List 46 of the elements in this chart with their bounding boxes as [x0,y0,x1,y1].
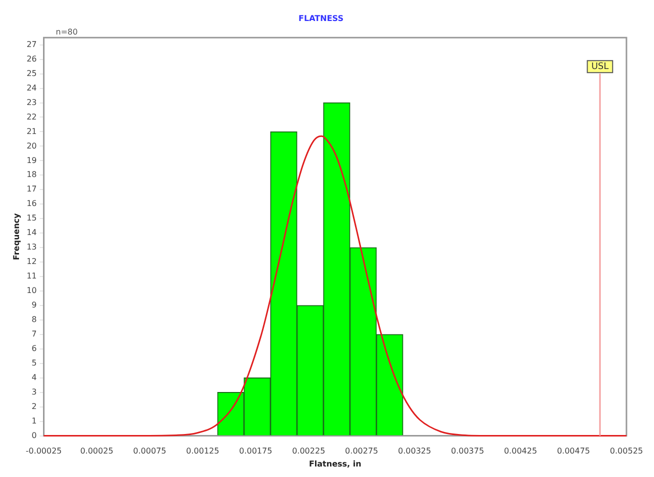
ref-line-label: USL [591,62,609,72]
y-tick-label: 14 [26,228,37,238]
x-tick-label: 0.00075 [133,446,166,456]
x-tick-label: 0.00125 [186,446,220,456]
x-tick-label: -0.00025 [26,446,62,456]
y-tick-label: 2 [32,402,37,411]
x-axis-title: Flatness, in [308,459,362,468]
y-tick-label: 1 [32,416,37,426]
y-tick-label: 4 [32,372,37,382]
y-tick-label: 15 [26,214,37,223]
x-tick-label: 0.00175 [239,446,272,456]
x-tick-label: 0.00225 [292,446,326,456]
y-tick-label: 20 [26,141,37,150]
y-tick-label: 8 [32,315,37,324]
y-tick-label: 13 [26,242,37,252]
x-tick-label: 0.00025 [80,446,114,456]
x-tick-label: 0.00475 [556,446,590,456]
y-tick-label: 12 [26,257,37,266]
y-tick-label: 0 [32,430,37,440]
y-tick-label: 10 [26,286,37,296]
y-tick-label: 21 [26,126,37,136]
y-tick-label: 23 [26,98,37,107]
y-tick-label: 22 [26,112,37,122]
y-tick-label: 25 [26,68,37,78]
x-tick-label: 0.00275 [345,446,378,456]
y-tick-label: 11 [26,272,37,281]
y-tick-label: 5 [32,358,37,368]
y-tick-label: 17 [26,184,37,194]
line-series [43,135,628,437]
y-tick-label: 6 [32,344,37,353]
y-tick-label: 3 [32,387,37,396]
y-tick-label: 9 [32,300,37,310]
y-tick-label: 24 [26,83,37,92]
y-tick-label: 16 [26,199,37,208]
y-tick-label: 7 [32,330,37,339]
text: n=80 [56,28,78,37]
chart-title: FLATNESS [298,14,344,23]
x-tick-label: 0.00325 [398,446,432,456]
y-tick-label: 19 [26,156,37,165]
y-tick-label: 26 [26,54,37,64]
x-tick-label: 0.00375 [451,446,484,456]
x-tick-label: 0.00425 [504,446,538,456]
y-axis-title: Frequency [12,212,21,260]
y-tick-label: 27 [26,40,37,49]
x-tick-label: 0.00525 [610,446,644,456]
y-tick-label: 18 [26,170,37,180]
